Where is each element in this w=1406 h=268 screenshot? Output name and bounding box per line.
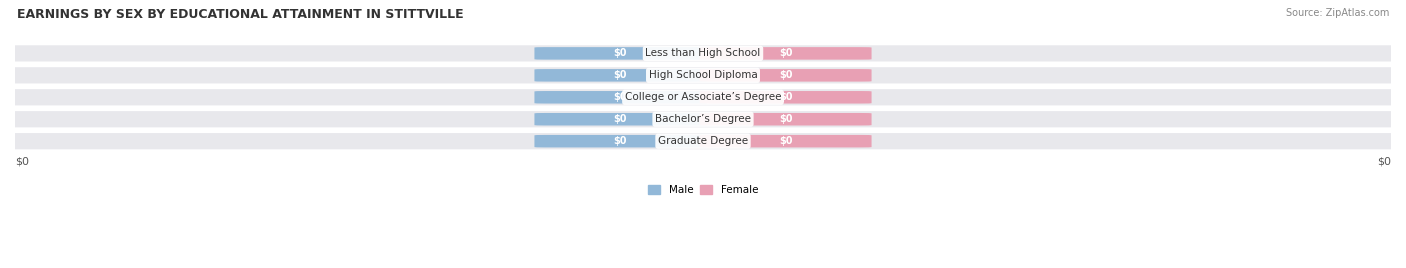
Text: $0: $0 xyxy=(779,49,793,58)
Text: High School Diploma: High School Diploma xyxy=(648,70,758,80)
Text: EARNINGS BY SEX BY EDUCATIONAL ATTAINMENT IN STITTVILLE: EARNINGS BY SEX BY EDUCATIONAL ATTAINMEN… xyxy=(17,8,464,21)
Text: $0: $0 xyxy=(613,49,627,58)
Text: $0: $0 xyxy=(779,70,793,80)
Text: $0: $0 xyxy=(779,136,793,146)
FancyBboxPatch shape xyxy=(700,47,872,60)
FancyBboxPatch shape xyxy=(700,135,872,147)
Text: Bachelor’s Degree: Bachelor’s Degree xyxy=(655,114,751,124)
FancyBboxPatch shape xyxy=(0,67,1406,83)
FancyBboxPatch shape xyxy=(0,133,1406,149)
FancyBboxPatch shape xyxy=(534,69,706,81)
FancyBboxPatch shape xyxy=(700,91,872,103)
Text: $0: $0 xyxy=(15,156,30,166)
Legend: Male, Female: Male, Female xyxy=(644,181,762,199)
Text: Graduate Degree: Graduate Degree xyxy=(658,136,748,146)
FancyBboxPatch shape xyxy=(534,113,706,125)
Text: $0: $0 xyxy=(779,92,793,102)
Text: $0: $0 xyxy=(1376,156,1391,166)
FancyBboxPatch shape xyxy=(0,111,1406,127)
FancyBboxPatch shape xyxy=(700,69,872,81)
Text: $0: $0 xyxy=(613,114,627,124)
Text: $0: $0 xyxy=(613,136,627,146)
FancyBboxPatch shape xyxy=(534,91,706,103)
Text: Less than High School: Less than High School xyxy=(645,49,761,58)
FancyBboxPatch shape xyxy=(534,47,706,60)
FancyBboxPatch shape xyxy=(0,89,1406,105)
Text: $0: $0 xyxy=(613,92,627,102)
Text: Source: ZipAtlas.com: Source: ZipAtlas.com xyxy=(1285,8,1389,18)
Text: $0: $0 xyxy=(613,70,627,80)
FancyBboxPatch shape xyxy=(0,45,1406,62)
Text: $0: $0 xyxy=(779,114,793,124)
Text: College or Associate’s Degree: College or Associate’s Degree xyxy=(624,92,782,102)
FancyBboxPatch shape xyxy=(700,113,872,125)
FancyBboxPatch shape xyxy=(534,135,706,147)
